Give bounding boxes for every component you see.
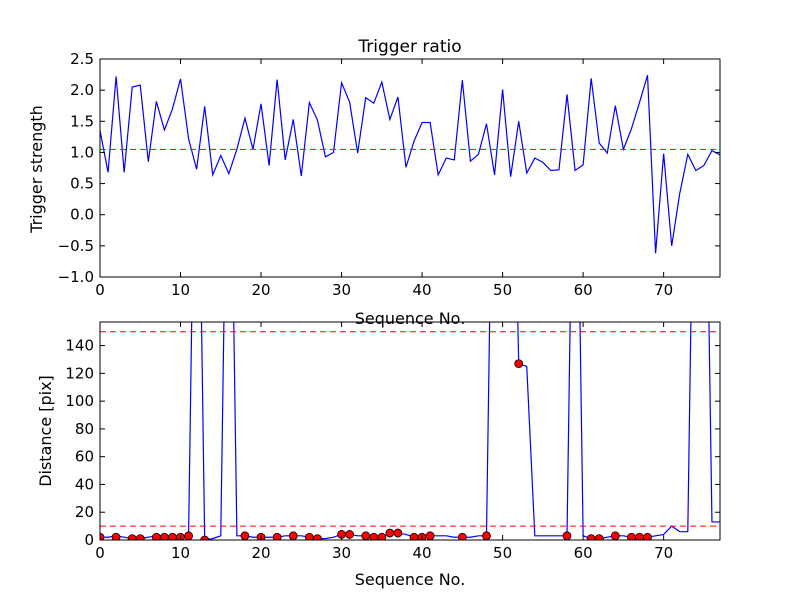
y-tick-label: 0.0 bbox=[70, 206, 94, 224]
y-tick-label: 120 bbox=[65, 364, 94, 382]
chart-title: Trigger ratio bbox=[357, 37, 461, 57]
data-point bbox=[127, 534, 137, 540]
x-tick-label: 30 bbox=[332, 544, 351, 562]
data-point bbox=[393, 528, 403, 538]
y-axis-label: Trigger strength bbox=[27, 105, 46, 234]
x-tick-label: 20 bbox=[251, 281, 270, 299]
y-tick-label: 100 bbox=[65, 392, 94, 410]
x-tick-label: 60 bbox=[574, 281, 593, 299]
y-tick-label: 1.0 bbox=[70, 143, 94, 161]
top-panel-trigger-ratio: Trigger ratio Sequence No. Trigger stren… bbox=[27, 37, 721, 328]
data-point bbox=[425, 531, 435, 540]
data-point bbox=[100, 532, 105, 540]
data-point bbox=[610, 531, 620, 540]
data-point bbox=[377, 532, 387, 540]
y-tick-label: 0 bbox=[84, 531, 94, 549]
data-point bbox=[184, 531, 193, 540]
x-tick-label: 50 bbox=[493, 281, 512, 299]
data-point bbox=[345, 530, 355, 539]
data-point bbox=[482, 531, 491, 540]
data-point bbox=[200, 535, 210, 540]
data-point bbox=[514, 359, 524, 369]
data-point bbox=[385, 528, 395, 538]
data-point bbox=[240, 531, 250, 540]
x-tick-label: 0 bbox=[95, 544, 105, 562]
x-tick-label: 40 bbox=[413, 281, 432, 299]
data-point bbox=[457, 532, 467, 540]
x-tick-label: 70 bbox=[654, 281, 673, 299]
y-tick-label: 20 bbox=[75, 503, 94, 521]
data-line bbox=[100, 322, 720, 540]
plot-frame bbox=[99, 58, 721, 278]
x-tick-label: 20 bbox=[251, 544, 270, 562]
x-tick-label: 30 bbox=[332, 281, 351, 299]
data-point bbox=[361, 531, 371, 540]
x-tick-label: 50 bbox=[493, 544, 512, 562]
y-tick-label: −1.0 bbox=[58, 268, 94, 286]
data-line bbox=[100, 75, 720, 254]
data-point bbox=[111, 532, 121, 540]
data-point bbox=[272, 532, 282, 540]
y-tick-label: 80 bbox=[75, 420, 94, 438]
y-tick-label: 40 bbox=[75, 475, 94, 493]
data-point bbox=[135, 534, 145, 540]
x-tick-label: 10 bbox=[171, 544, 190, 562]
x-tick-label: 70 bbox=[654, 544, 673, 562]
data-point bbox=[643, 532, 652, 540]
bottom-panel-distance: Sequence No. Distance [pix] 0 10 20 30 40 50 6… bbox=[36, 321, 721, 589]
y-tick-label: 0.5 bbox=[70, 175, 94, 193]
x-tick-label: 60 bbox=[574, 544, 593, 562]
x-tick-label: 0 bbox=[95, 281, 105, 299]
data-point bbox=[594, 534, 604, 540]
x-axis-label: Sequence No. bbox=[355, 570, 466, 589]
x-tick-label: 40 bbox=[413, 544, 432, 562]
y-tick-label: 60 bbox=[75, 448, 94, 466]
data-point bbox=[288, 531, 298, 540]
y-tick-label: −0.5 bbox=[58, 237, 94, 255]
x-tick-label: 10 bbox=[171, 281, 190, 299]
y-tick-label: 1.5 bbox=[70, 112, 94, 130]
data-point bbox=[586, 534, 596, 540]
y-tick-label: 140 bbox=[65, 337, 94, 355]
data-point bbox=[313, 534, 322, 540]
y-axis-label: Distance [pix] bbox=[36, 375, 55, 487]
y-tick-label: 2.0 bbox=[70, 81, 94, 99]
x-axis-label: Sequence No. bbox=[355, 309, 466, 328]
y-tick-label: 2.5 bbox=[70, 50, 94, 68]
data-point bbox=[562, 531, 572, 540]
plot-frame bbox=[99, 321, 721, 541]
